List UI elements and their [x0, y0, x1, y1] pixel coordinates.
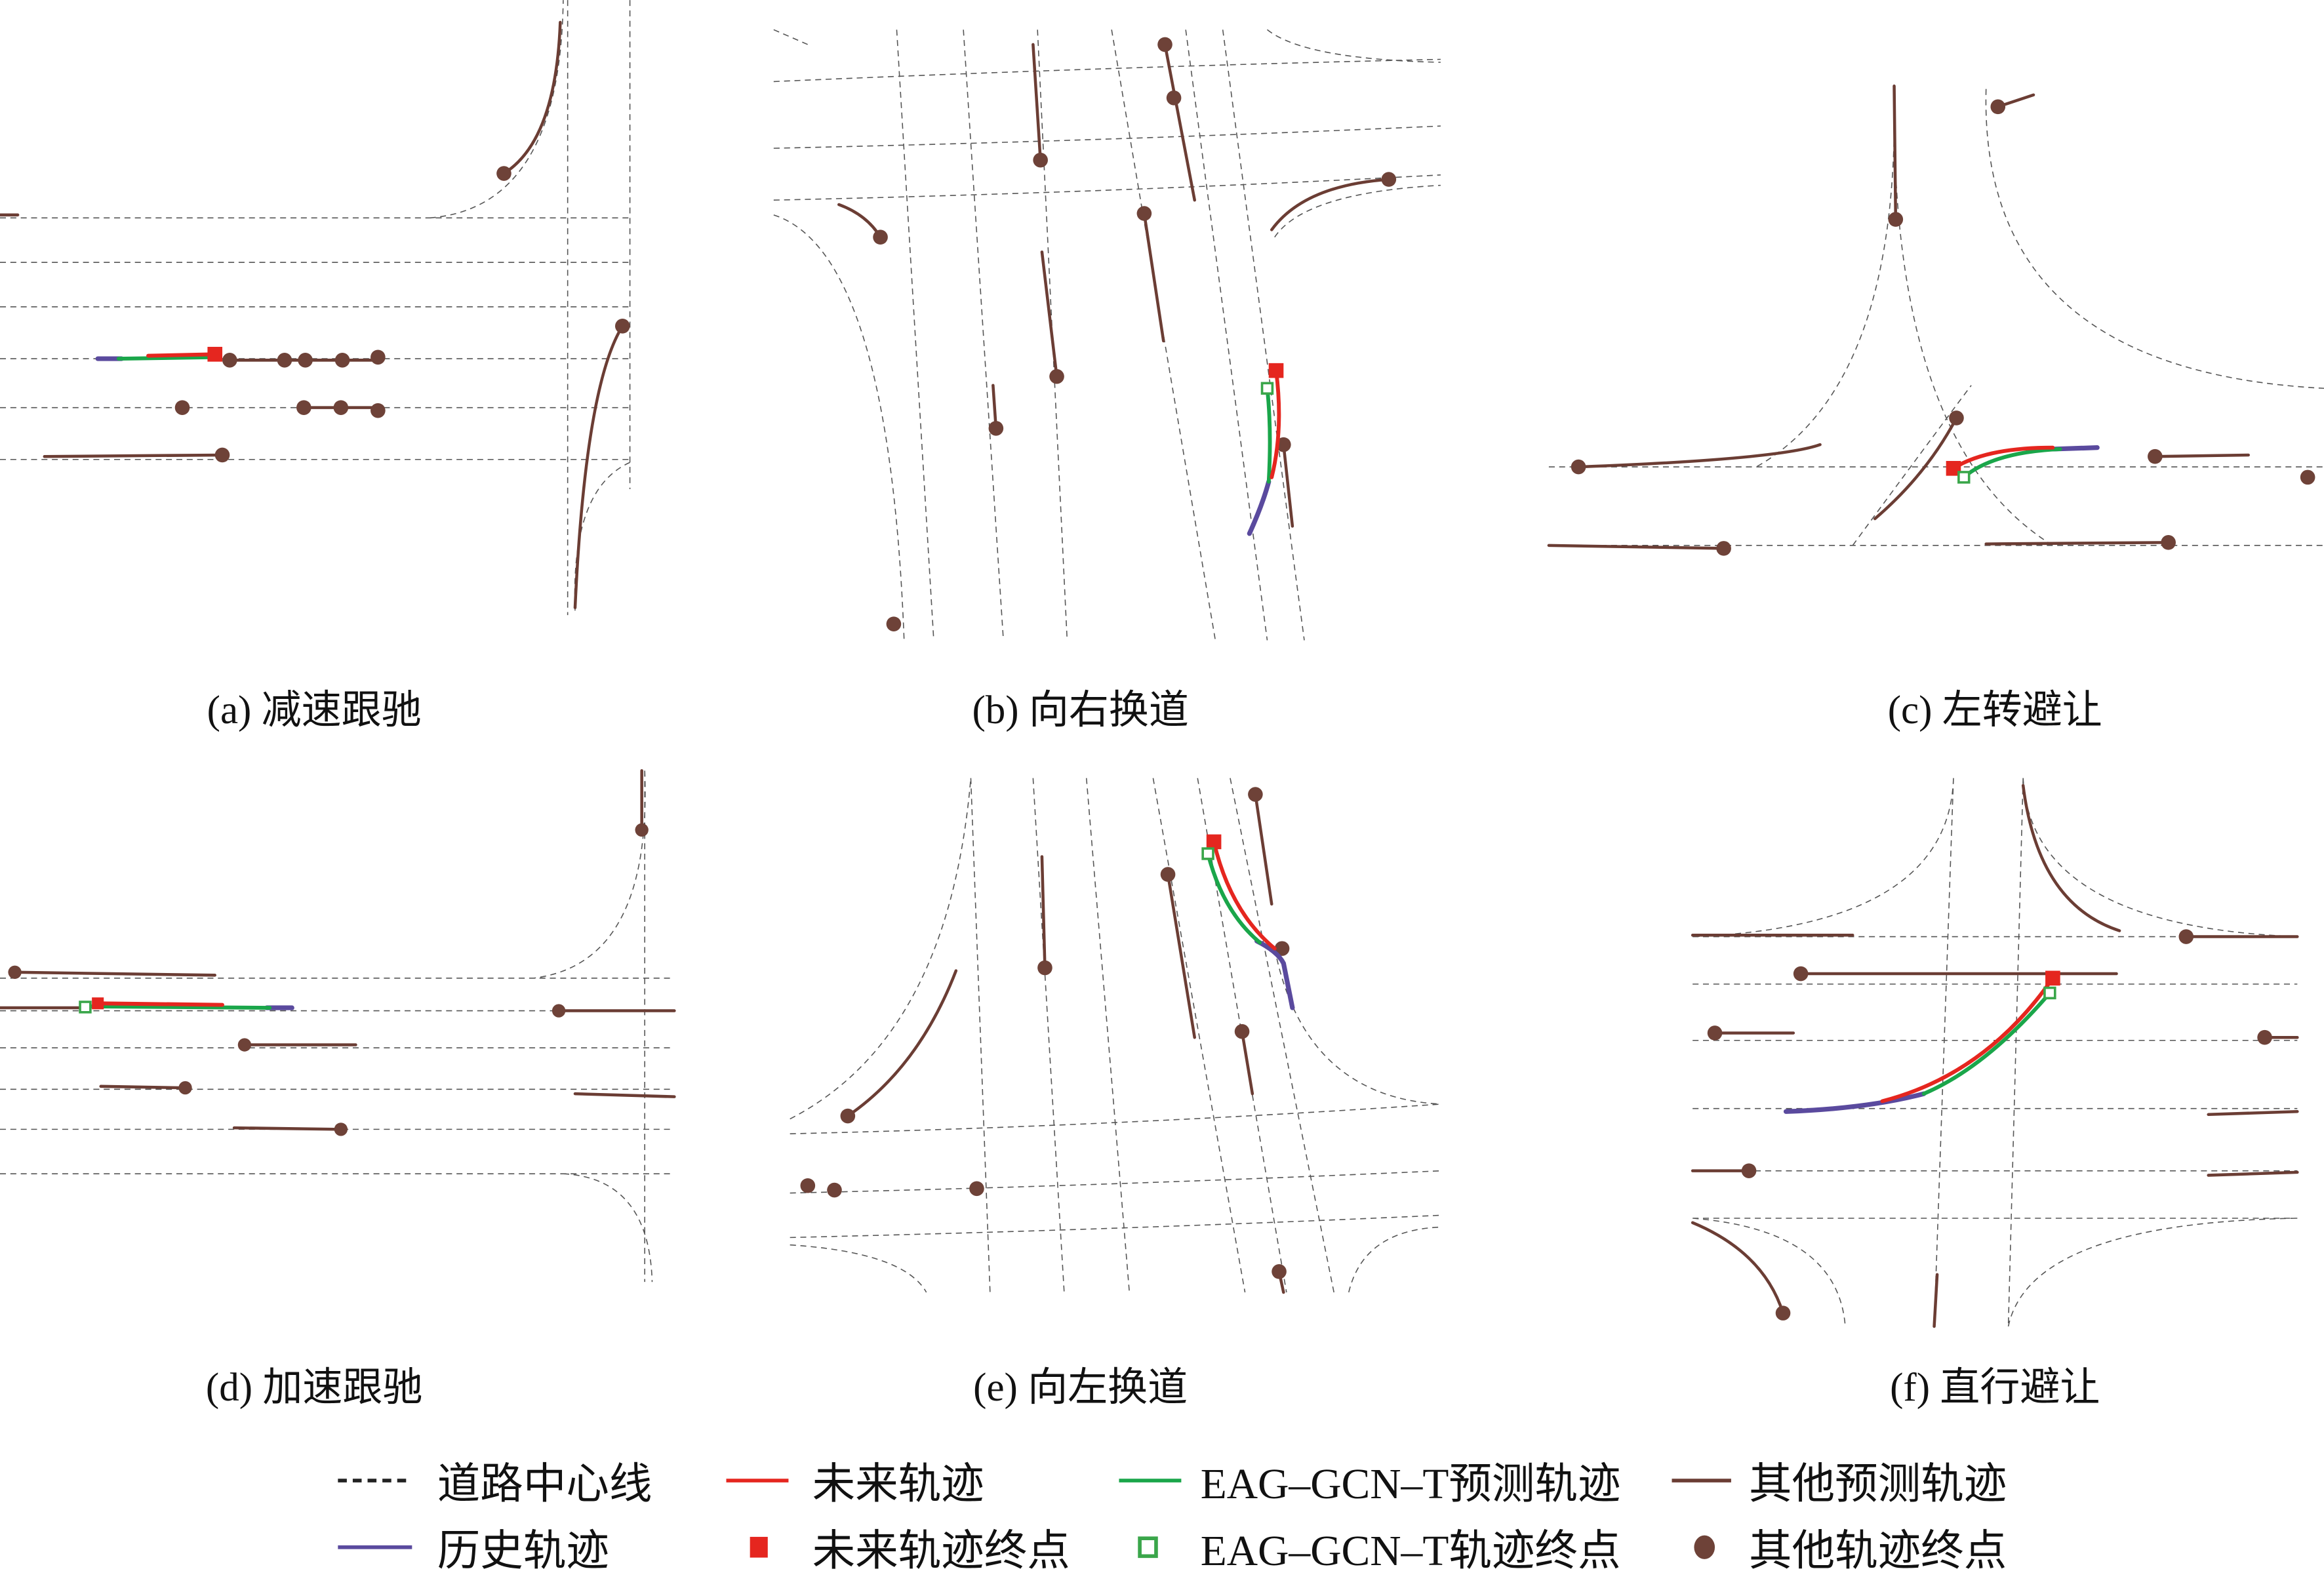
predicted-endpoint [79, 1001, 92, 1014]
legend-label: EAG–GCN–T预测轨迹 [1201, 1461, 1621, 1508]
green-hollow-square-icon [1138, 1536, 1158, 1559]
future-endpoint [1268, 363, 1284, 378]
legend-label: 未来轨迹 [812, 1461, 984, 1508]
red-square-icon [750, 1536, 768, 1558]
other-trajectories [0, 20, 624, 610]
caption-c: (c) 左转避让 [1888, 688, 2102, 732]
panel-b: (b) 向右换道 [773, 29, 1441, 732]
road-centerlines [1693, 778, 2298, 1327]
other-endpoints [1707, 929, 2272, 1321]
other-endpoints [8, 823, 649, 1136]
legend: 道路中心线 未来轨迹 EAG–GCN–T预测轨迹 其他预测轨迹 历史轨迹 未来轨… [338, 1461, 2007, 1571]
legend-item-road-centerline: 道路中心线 [338, 1461, 652, 1508]
panel-c: (c) 左转避让 [1547, 84, 2324, 732]
other-trajectories [837, 43, 1391, 528]
panel-f: (f) 直行避让 [1691, 778, 2299, 1410]
panel-d: (d) 加速跟驰 [0, 769, 676, 1410]
other-trajectories [0, 769, 676, 1131]
legend-item-other-endpoint: 其他轨迹终点 [1694, 1528, 2007, 1571]
predicted-trajectory [1206, 852, 1262, 945]
legend-label: 未来轨迹终点 [812, 1528, 1070, 1571]
history-trajectory [1247, 479, 1272, 536]
panel-e: (e) 向左换道 [790, 778, 1441, 1410]
predicted-trajectory [116, 355, 214, 361]
other-endpoints [873, 37, 1397, 631]
other-endpoints [1571, 99, 2315, 556]
caption-a: (a) 减速跟驰 [207, 688, 422, 732]
brown-dot-icon [1694, 1535, 1715, 1559]
road-centerlines [790, 778, 1441, 1293]
future-trajectory [1212, 839, 1277, 951]
legend-item-future: 未来轨迹 [726, 1461, 984, 1508]
caption-f: (f) 直行避让 [1890, 1366, 2100, 1410]
predicted-trajectory [1961, 447, 2062, 479]
legend-label: 历史轨迹 [437, 1528, 609, 1571]
future-trajectory [1952, 445, 2055, 471]
legend-label: 道路中心线 [437, 1461, 652, 1508]
future-trajectory [96, 1001, 224, 1007]
future-endpoint [92, 997, 104, 1010]
future-endpoint [1206, 834, 1222, 850]
panel-a: (a) 减速跟驰 [0, 0, 631, 732]
future-endpoint [207, 346, 223, 362]
legend-label: 其他轨迹终点 [1749, 1528, 2007, 1571]
other-trajectories [846, 793, 1285, 1294]
legend-item-future-endpoint: 未来轨迹终点 [750, 1528, 1070, 1571]
future-trajectory [1270, 368, 1281, 479]
predicted-endpoint [2043, 986, 2056, 1000]
predicted-trajectory [1921, 991, 2052, 1096]
future-endpoint [1946, 461, 1961, 476]
predicted-trajectory [82, 1004, 272, 1010]
legend-item-other-predicted: 其他预测轨迹 [1672, 1461, 2007, 1508]
road-centerlines [1548, 89, 2324, 546]
legend-item-history: 历史轨迹 [338, 1528, 609, 1571]
legend-item-predicted-endpoint: EAG–GCN–T轨迹终点 [1138, 1528, 1621, 1571]
other-endpoints [800, 787, 1290, 1279]
road-centerlines [773, 29, 1441, 641]
predicted-endpoint [1260, 382, 1274, 395]
predicted-trajectory [1265, 386, 1272, 484]
caption-e: (e) 向左换道 [973, 1366, 1188, 1410]
other-trajectories [1547, 84, 2250, 550]
future-endpoint [2045, 970, 2060, 986]
road-centerlines [0, 770, 675, 1283]
predicted-endpoint [1957, 471, 1971, 484]
caption-d: (d) 加速跟驰 [206, 1366, 422, 1410]
other-trajectories [1691, 784, 2299, 1328]
road-centerlines [0, 0, 631, 616]
legend-label: 其他预测轨迹 [1749, 1461, 2007, 1508]
predicted-endpoint [1201, 847, 1214, 860]
caption-b: (b) 向右换道 [972, 688, 1188, 732]
history-trajectory [1783, 1091, 1927, 1114]
legend-label: EAG–GCN–T轨迹终点 [1201, 1528, 1621, 1571]
other-endpoints [174, 166, 630, 463]
future-trajectory [146, 352, 217, 358]
legend-item-predicted: EAG–GCN–T预测轨迹 [1119, 1461, 1620, 1508]
future-trajectory [1880, 976, 2055, 1104]
